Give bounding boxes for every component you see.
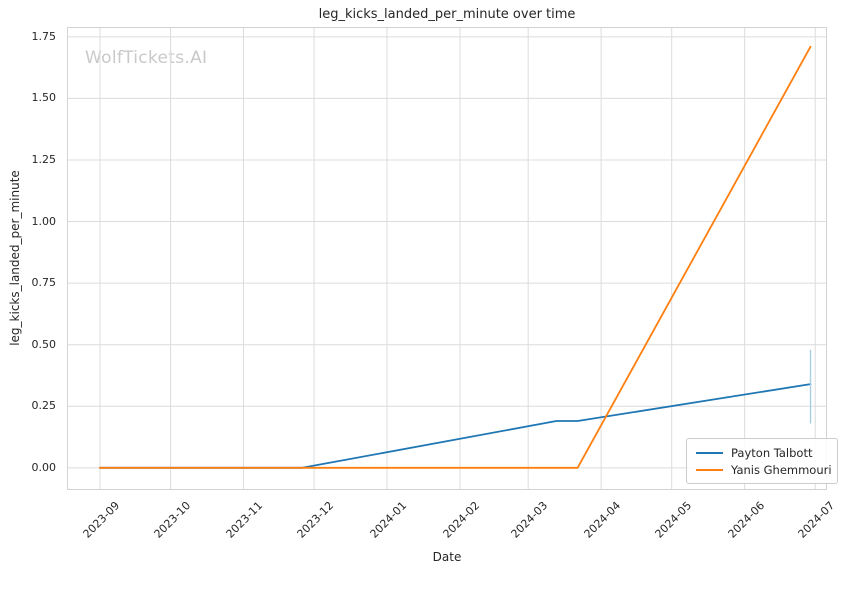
plot-border — [67, 27, 827, 490]
legend-line-swatch — [696, 451, 723, 454]
watermark-text: WolfTickets.AI — [85, 48, 208, 68]
legend-label: Payton Talbott — [731, 445, 813, 460]
y-tick-label: 1.75 — [31, 29, 57, 43]
y-tick-label: 0.25 — [31, 399, 57, 413]
series-line-yanis-ghemmouri — [99, 45, 812, 469]
line-chart-figure: leg_kicks_landed_per_minute over time Wo… — [8, 7, 838, 564]
legend-item: Payton Talbott — [696, 444, 829, 461]
y-tick-label: 0.00 — [31, 460, 57, 474]
plot-area — [67, 27, 827, 490]
y-tick-label: 0.75 — [31, 276, 57, 290]
y-tick-label: 1.50 — [31, 91, 57, 105]
y-tick-label: 1.00 — [31, 214, 57, 228]
x-axis-label: Date — [432, 550, 462, 564]
legend-line-swatch — [696, 468, 723, 471]
y-tick-label: 1.25 — [31, 152, 57, 166]
y-tick-label: 0.50 — [31, 337, 57, 351]
legend: Payton Talbott Yanis Ghemmouri — [686, 438, 838, 484]
y-axis-label: leg_kicks_landed_per_minute — [8, 170, 22, 346]
legend-label: Yanis Ghemmouri — [731, 462, 832, 477]
chart-title: leg_kicks_landed_per_minute over time — [318, 7, 576, 22]
legend-item: Yanis Ghemmouri — [696, 461, 832, 478]
